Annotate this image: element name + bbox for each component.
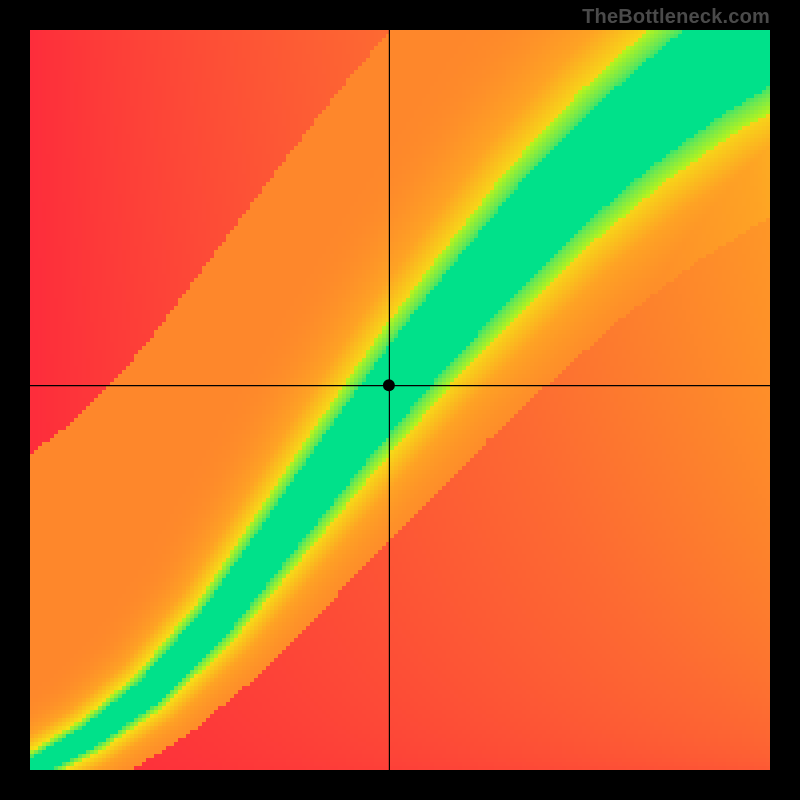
bottleneck-heatmap (0, 0, 800, 800)
watermark-label: TheBottleneck.com (582, 6, 770, 29)
